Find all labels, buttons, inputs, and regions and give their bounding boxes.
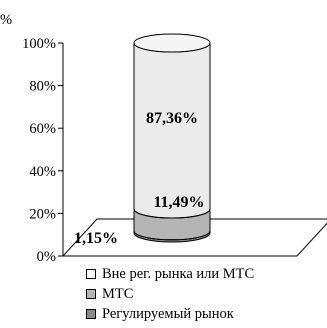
y-tick-label: 0% <box>37 249 56 265</box>
legend-item-regulated-market: Регулируемый рынок <box>86 304 254 324</box>
legend-label-regulated-market: Регулируемый рынок <box>102 306 234 322</box>
data-label-mts: 11,49% <box>153 194 204 211</box>
legend-swatch-mts <box>86 289 96 299</box>
legend-swatch-outside-market <box>86 269 96 279</box>
legend-swatch-regulated-market <box>86 309 96 319</box>
data-label-regulated-market: 1,15% <box>74 230 118 247</box>
cylinder-segment-outside-market <box>133 42 211 219</box>
segment-boundary <box>133 230 211 241</box>
y-unit-label: % <box>0 12 12 28</box>
cylinder-top-cap <box>133 33 211 53</box>
data-label-outside-market: 87,36% <box>146 110 198 127</box>
y-tick-label: 20% <box>29 206 56 222</box>
y-tick-label: 40% <box>29 164 56 180</box>
y-tick-label: 60% <box>29 121 56 137</box>
legend-item-outside-market: Вне рег. рынка или МТС <box>86 264 254 284</box>
legend-label-outside-market: Вне рег. рынка или МТС <box>102 266 255 282</box>
y-tick-label: 80% <box>29 79 56 95</box>
legend-item-mts: МТС <box>86 284 254 304</box>
legend-label-mts: МТС <box>102 286 134 302</box>
segment-boundary <box>133 208 211 219</box>
y-tick-label: 100% <box>22 36 56 52</box>
legend: Вне рег. рынка или МТС МТС Регулируемый … <box>86 264 254 324</box>
